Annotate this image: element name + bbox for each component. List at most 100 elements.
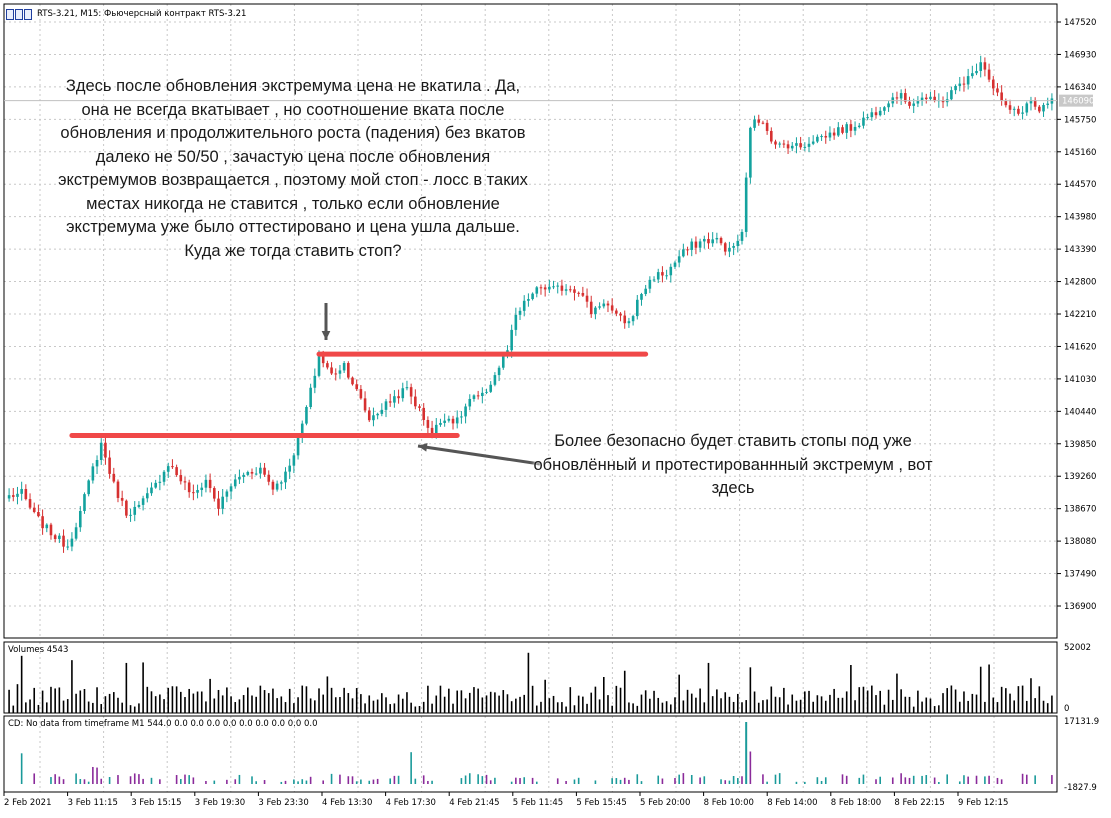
candle-body bbox=[673, 262, 677, 267]
candle-body bbox=[397, 396, 400, 399]
candle-body bbox=[464, 406, 467, 417]
candle-body bbox=[217, 498, 220, 509]
candle-body bbox=[749, 127, 752, 178]
candle-body bbox=[648, 279, 652, 289]
candle-body bbox=[112, 473, 116, 482]
candle-body bbox=[154, 482, 157, 488]
time-tick-label: 5 Feb 20:00 bbox=[640, 798, 690, 808]
price-tick-label: 142210 bbox=[1064, 310, 1096, 320]
time-tick-label: 3 Feb 11:15 bbox=[68, 798, 118, 808]
down-arrow bbox=[321, 303, 331, 340]
time-tick-label: 9 Feb 12:15 bbox=[958, 798, 1008, 808]
candle-body bbox=[317, 355, 321, 376]
candle-body bbox=[7, 495, 11, 499]
candle-body bbox=[380, 409, 384, 414]
candle-body bbox=[78, 510, 82, 528]
price-tick-label: 146930 bbox=[1064, 50, 1096, 60]
candle-body bbox=[1012, 108, 1016, 110]
candle-body bbox=[376, 413, 379, 416]
price-tick-label: 141620 bbox=[1064, 342, 1096, 352]
candle-body bbox=[233, 479, 237, 487]
candle-body bbox=[765, 122, 769, 131]
candle-body bbox=[682, 249, 685, 257]
candle-body bbox=[711, 239, 714, 244]
candle-body bbox=[979, 62, 983, 71]
candle-body bbox=[548, 286, 551, 290]
candle-body bbox=[816, 136, 819, 142]
candle-body bbox=[774, 141, 777, 145]
candle-body bbox=[74, 527, 78, 539]
candle-body bbox=[305, 406, 308, 424]
candle-body bbox=[497, 367, 501, 376]
candle-body bbox=[518, 310, 522, 315]
candle-body bbox=[460, 416, 463, 418]
candle-body bbox=[669, 266, 673, 276]
candle-body bbox=[564, 289, 568, 291]
candle-body bbox=[158, 481, 162, 483]
candle-body bbox=[426, 419, 430, 428]
candle-body bbox=[707, 238, 710, 244]
candle-body bbox=[485, 391, 488, 393]
candle-body bbox=[761, 122, 765, 124]
candle-body bbox=[204, 479, 208, 488]
price-tick-label: 136900 bbox=[1064, 602, 1096, 612]
volume-bars bbox=[8, 652, 1053, 713]
candle-body bbox=[372, 415, 375, 421]
time-tick-label: 2 Feb 2021 bbox=[4, 798, 52, 808]
candle-body bbox=[58, 535, 61, 540]
price-tick-label: 143980 bbox=[1064, 213, 1096, 223]
candle-body bbox=[145, 493, 149, 499]
candle-body bbox=[326, 363, 329, 368]
candle-body bbox=[83, 494, 86, 511]
annotation-right-text[interactable]: Более безопасно будет ставить стопы под … bbox=[533, 432, 933, 497]
panel-frame bbox=[3, 3, 1058, 639]
candle-body bbox=[535, 287, 539, 294]
candle-body bbox=[753, 119, 756, 128]
candle-body bbox=[1042, 104, 1045, 112]
candle-body bbox=[573, 289, 576, 293]
candle-body bbox=[866, 117, 869, 119]
drawing-objects[interactable] bbox=[69, 303, 649, 466]
candle-body bbox=[933, 96, 936, 101]
candle-body bbox=[841, 127, 844, 133]
candle-body bbox=[137, 504, 141, 507]
candle-body bbox=[363, 398, 367, 411]
candle-body bbox=[37, 512, 40, 517]
candle-body bbox=[950, 90, 953, 100]
candle-body bbox=[954, 85, 957, 91]
candle-body bbox=[292, 455, 296, 466]
candle-body bbox=[975, 70, 978, 74]
annotation-top-text[interactable]: Здесь после обновления экстремума цена н… bbox=[58, 77, 528, 260]
candle-body bbox=[807, 143, 811, 147]
candle-body bbox=[924, 97, 928, 100]
candle-body bbox=[267, 474, 271, 482]
current-price-label: 146090 bbox=[1062, 97, 1094, 107]
candle-body bbox=[594, 307, 597, 315]
candle-body bbox=[447, 418, 451, 421]
candle-body bbox=[820, 136, 823, 138]
candle-body bbox=[1000, 92, 1003, 101]
candle-body bbox=[514, 314, 518, 330]
candle-body bbox=[1033, 99, 1037, 107]
candle-body bbox=[677, 256, 681, 263]
candle-body bbox=[62, 535, 65, 547]
candle-body bbox=[623, 315, 627, 324]
candle-body bbox=[284, 471, 287, 483]
candle-body bbox=[661, 272, 664, 276]
candle-body bbox=[455, 417, 459, 424]
candle-body bbox=[694, 241, 698, 248]
candle-body bbox=[715, 237, 719, 240]
candle-body bbox=[522, 300, 526, 311]
candle-body bbox=[300, 423, 304, 438]
candle-body bbox=[736, 240, 740, 247]
candle-body bbox=[740, 231, 744, 241]
candle-body bbox=[652, 279, 656, 281]
time-tick-label: 5 Feb 15:45 bbox=[576, 798, 626, 808]
candle-body bbox=[853, 126, 857, 131]
price-tick-label: 146340 bbox=[1064, 83, 1096, 93]
candle-body bbox=[246, 471, 250, 475]
price-tick-label: 137490 bbox=[1064, 570, 1096, 580]
price-tick-label: 138080 bbox=[1064, 537, 1096, 547]
